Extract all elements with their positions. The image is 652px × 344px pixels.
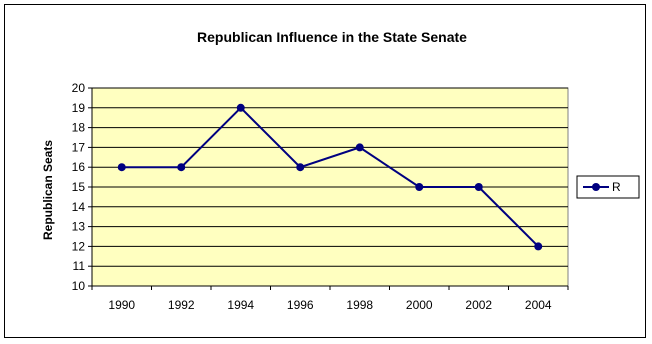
series-line	[121, 106, 539, 248]
data-point	[177, 163, 186, 172]
y-tick-label: 12	[72, 239, 86, 253]
grid-lines	[92, 87, 568, 287]
x-tick-label: 1994	[227, 298, 254, 312]
data-point	[117, 163, 126, 172]
data-point	[236, 103, 245, 112]
y-tick-label: 19	[72, 101, 86, 115]
x-tick-label: 1996	[287, 298, 314, 312]
legend-series-label: R	[612, 180, 621, 194]
data-point	[355, 143, 364, 152]
y-tick-label: 16	[72, 160, 86, 174]
legend-series-marker	[592, 183, 600, 191]
y-tick-label: 18	[72, 121, 86, 135]
x-tick-label: 2002	[465, 298, 492, 312]
y-tick-label: 14	[72, 200, 86, 214]
x-tick-label: 1990	[108, 298, 135, 312]
y-tick-label: 20	[72, 81, 86, 95]
y-tick-label: 10	[72, 279, 86, 293]
y-tick-label: 17	[72, 140, 86, 154]
legend: R	[576, 175, 640, 199]
x-tick-label: 2004	[525, 298, 552, 312]
data-point	[474, 183, 483, 191]
y-axis-title: Republican Seats	[41, 140, 55, 240]
x-tick-label: 2000	[406, 298, 433, 312]
y-tick-label: 15	[72, 180, 86, 194]
chart-title: Republican Influence in the State Senate	[197, 29, 467, 45]
y-tick-label: 11	[73, 259, 86, 273]
y-tick-label: 13	[72, 220, 86, 234]
data-point	[534, 242, 543, 251]
data-point	[296, 163, 305, 172]
data-point	[415, 183, 424, 191]
x-tick-label: 1992	[168, 298, 195, 312]
x-axis-ticks: 1990 1992 1994 1996 1998 2000 2002 2004	[91, 286, 569, 312]
x-tick-label: 1998	[346, 298, 373, 312]
series-group	[117, 103, 543, 251]
